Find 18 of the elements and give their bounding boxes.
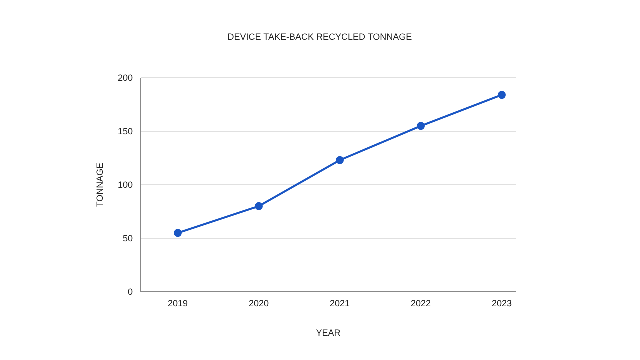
y-tick-label: 0	[128, 287, 133, 298]
point	[336, 156, 344, 164]
x-tick-label: 2021	[330, 298, 350, 308]
x-tick-label: 2020	[248, 298, 270, 308]
y-tick-label: 100	[118, 180, 133, 190]
y-tick-label: 200	[118, 73, 133, 84]
y-tick-label: 50	[122, 234, 133, 244]
y-axis-title: TONNAGE	[95, 162, 106, 208]
point	[255, 202, 263, 210]
x-tick-label: 2023	[492, 298, 512, 308]
point	[498, 91, 506, 100]
x-tick-label: 2022	[410, 298, 432, 308]
point	[174, 229, 182, 238]
chart-title: DEVICE TAKE-BACK RECYCLED TONNAGE	[226, 32, 414, 42]
x-tick-label: 2019	[168, 298, 188, 308]
point	[417, 122, 425, 130]
y-tick-label: 150	[118, 126, 133, 137]
x-axis-title: YEAR	[316, 328, 342, 338]
